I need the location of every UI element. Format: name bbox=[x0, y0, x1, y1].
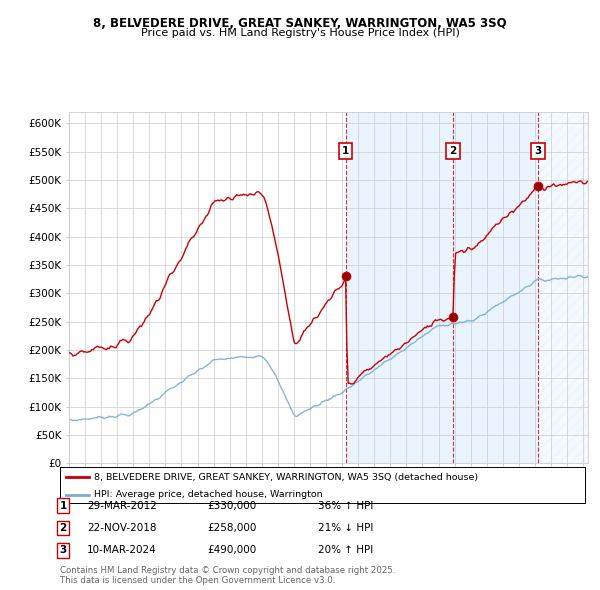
Text: 2: 2 bbox=[449, 146, 457, 156]
Text: 1: 1 bbox=[342, 146, 349, 156]
Text: 3: 3 bbox=[59, 546, 67, 555]
Text: 8, BELVEDERE DRIVE, GREAT SANKEY, WARRINGTON, WA5 3SQ: 8, BELVEDERE DRIVE, GREAT SANKEY, WARRIN… bbox=[93, 17, 507, 30]
Text: 20% ↑ HPI: 20% ↑ HPI bbox=[318, 546, 373, 555]
Text: 29-MAR-2012: 29-MAR-2012 bbox=[87, 501, 157, 510]
Text: 36% ↑ HPI: 36% ↑ HPI bbox=[318, 501, 373, 510]
Text: £490,000: £490,000 bbox=[207, 546, 256, 555]
Text: £258,000: £258,000 bbox=[207, 523, 256, 533]
Text: 1: 1 bbox=[59, 501, 67, 510]
Text: 22-NOV-2018: 22-NOV-2018 bbox=[87, 523, 157, 533]
Bar bbox=[538, 112, 588, 463]
Text: 8, BELVEDERE DRIVE, GREAT SANKEY, WARRINGTON, WA5 3SQ (detached house): 8, BELVEDERE DRIVE, GREAT SANKEY, WARRIN… bbox=[94, 473, 478, 481]
Text: HPI: Average price, detached house, Warrington: HPI: Average price, detached house, Warr… bbox=[94, 490, 323, 499]
Text: 3: 3 bbox=[535, 146, 542, 156]
Text: £330,000: £330,000 bbox=[207, 501, 256, 510]
Text: 10-MAR-2024: 10-MAR-2024 bbox=[87, 546, 157, 555]
Text: 2: 2 bbox=[59, 523, 67, 533]
Text: 21% ↓ HPI: 21% ↓ HPI bbox=[318, 523, 373, 533]
Text: Price paid vs. HM Land Registry's House Price Index (HPI): Price paid vs. HM Land Registry's House … bbox=[140, 28, 460, 38]
Text: Contains HM Land Registry data © Crown copyright and database right 2025.
This d: Contains HM Land Registry data © Crown c… bbox=[60, 566, 395, 585]
Bar bbox=[346, 112, 538, 463]
